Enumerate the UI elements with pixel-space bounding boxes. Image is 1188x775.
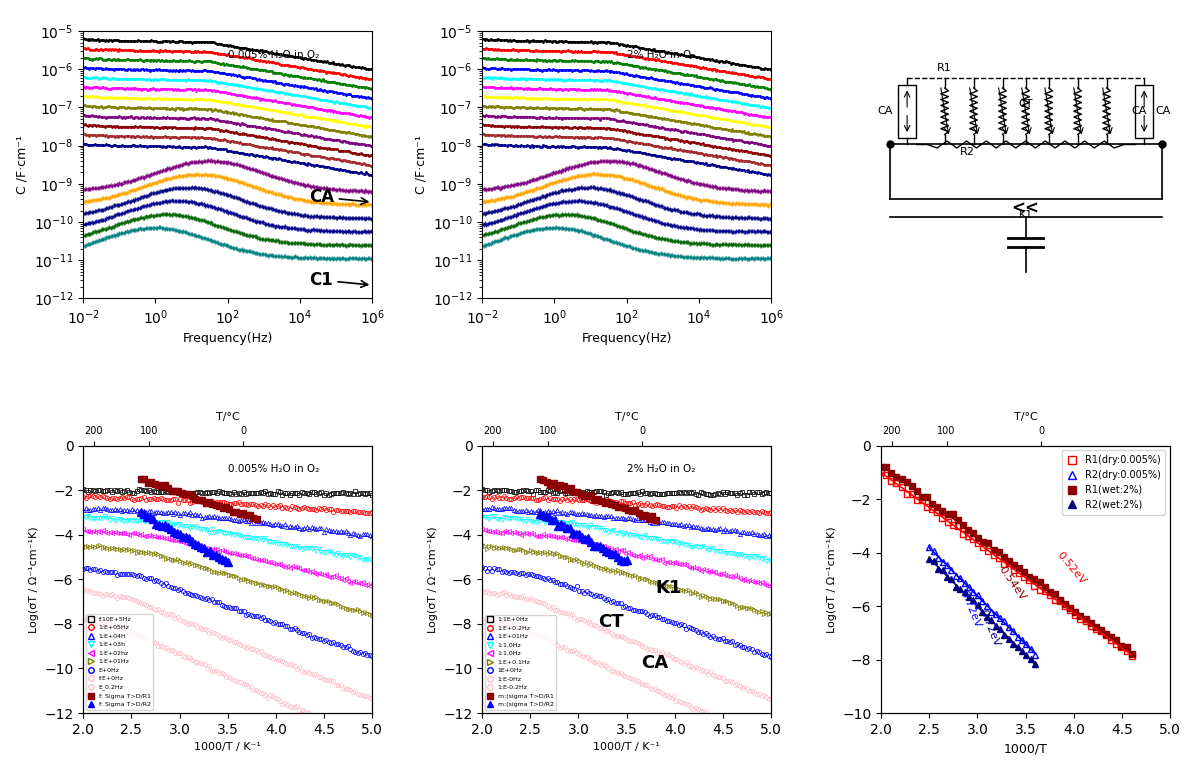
Y-axis label: Log(σT / Ω⁻¹cm⁻¹K): Log(σT / Ω⁻¹cm⁻¹K)	[29, 526, 39, 632]
Legend: f:10E+5Hz, 1:E+05Hz, 1:E+04H, 1:E+03h, 1:E+02hz, 1:E+01Hz, E+0Hz, f:E+0Hz, E_0.2: f:10E+5Hz, 1:E+05Hz, 1:E+04H, 1:E+03h, 1…	[87, 614, 153, 710]
Text: 2% H₂O in O₂: 2% H₂O in O₂	[627, 50, 695, 60]
X-axis label: 1000/T: 1000/T	[1004, 742, 1048, 756]
Text: C1: C1	[309, 271, 367, 289]
Y-axis label: C /F·cm⁻¹: C /F·cm⁻¹	[15, 136, 29, 195]
Text: CA: CA	[1156, 106, 1171, 116]
Text: 0.52eV: 0.52eV	[1055, 550, 1087, 587]
X-axis label: Frequency(Hz): Frequency(Hz)	[183, 332, 273, 346]
Text: 0.72eV: 0.72eV	[959, 589, 982, 629]
Text: CT: CT	[598, 614, 624, 632]
Text: K1: K1	[1018, 209, 1032, 219]
Text: R2: R2	[960, 146, 975, 157]
Text: CA: CA	[1132, 106, 1148, 116]
Text: 2% H₂O in O₂: 2% H₂O in O₂	[627, 464, 695, 474]
X-axis label: T/°C: T/°C	[216, 412, 240, 422]
X-axis label: 1000/T / K⁻¹: 1000/T / K⁻¹	[195, 742, 261, 753]
Text: CA: CA	[877, 106, 892, 116]
Bar	[898, 84, 916, 138]
Text: <<: <<	[1012, 199, 1040, 217]
Bar	[1136, 84, 1152, 138]
Text: 0.005% H₂O in O₂: 0.005% H₂O in O₂	[228, 50, 318, 60]
Text: CA: CA	[642, 653, 669, 671]
X-axis label: T/°C: T/°C	[615, 412, 638, 422]
Text: CA: CA	[309, 188, 367, 206]
Text: R1: R1	[937, 63, 952, 73]
Y-axis label: C /F·cm⁻¹: C /F·cm⁻¹	[415, 136, 428, 195]
Y-axis label: Log(σT / Ω⁻¹cm⁻¹K): Log(σT / Ω⁻¹cm⁻¹K)	[428, 526, 437, 632]
Y-axis label: Log(σT / Ω⁻¹cm⁻¹K): Log(σT / Ω⁻¹cm⁻¹K)	[827, 526, 836, 632]
Legend: 1:1E+0Hz, 1:E+0.2Hz, 1:E+01Hz, 1:1.0Hz, 1:1.0Hz, 1:E+0.1Hz, 1E+0Hz, 1:E-0Hz, 1:E: 1:1E+0Hz, 1:E+0.2Hz, 1:E+01Hz, 1:1.0Hz, …	[485, 615, 556, 710]
X-axis label: Frequency(Hz): Frequency(Hz)	[581, 332, 672, 346]
Legend: R1(dry:0.005%), R2(dry:0.005%), R1(wet:2%), R2(wet:2%): R1(dry:0.005%), R2(dry:0.005%), R1(wet:2…	[1062, 450, 1165, 515]
Text: 0.005% H₂O in O₂: 0.005% H₂O in O₂	[228, 464, 318, 474]
Text: 0.54eV: 0.54eV	[997, 565, 1028, 603]
X-axis label: 1000/T / K⁻¹: 1000/T / K⁻¹	[593, 742, 661, 753]
Text: CT: CT	[1018, 99, 1032, 109]
X-axis label: T/°C: T/°C	[1013, 412, 1037, 422]
Text: 0.72eV: 0.72eV	[978, 608, 1001, 648]
Text: K1: K1	[656, 579, 682, 597]
